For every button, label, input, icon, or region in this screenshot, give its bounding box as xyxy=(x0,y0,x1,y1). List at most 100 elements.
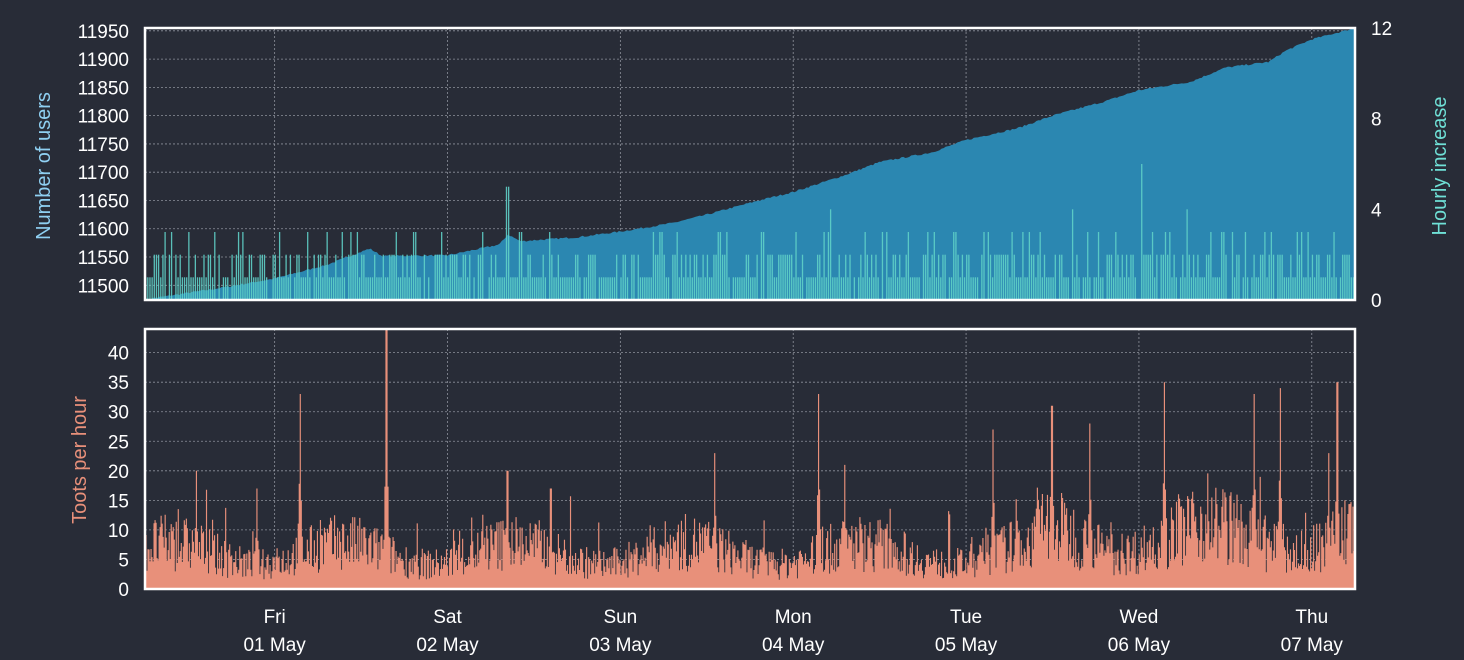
x-tick-day-label: Sun xyxy=(603,607,637,628)
hourly-increase-bar xyxy=(961,254,964,300)
hourly-increase-bar xyxy=(501,277,503,300)
hourly-increase-bar xyxy=(402,254,404,300)
hourly-increase-bar xyxy=(557,254,559,300)
toots-bars xyxy=(144,329,1355,589)
hourly-increase-bar xyxy=(1004,254,1007,300)
toots-y-tick-label: 20 xyxy=(108,462,129,483)
hourly-increase-bar xyxy=(1164,232,1167,300)
hourly-increase-bar xyxy=(255,277,257,300)
hourly-increase-bar xyxy=(1071,209,1074,300)
hourly-increase-bar xyxy=(1015,277,1018,300)
hourly-increase-bar xyxy=(242,232,244,300)
hourly-increase-bar xyxy=(806,277,808,300)
hourly-increase-bar xyxy=(996,254,998,300)
hourly-increase-bar xyxy=(773,277,776,300)
hourly-increase-bar xyxy=(1221,232,1223,300)
hourly-increase-bar xyxy=(687,277,689,300)
hourly-increase-bar xyxy=(227,277,229,300)
hourly-increase-bar xyxy=(607,277,609,300)
hourly-increase-bar xyxy=(838,254,840,300)
hourly-increase-bar xyxy=(652,232,655,300)
x-tick-date-label: 02 May xyxy=(416,635,479,656)
hourly-increase-bar xyxy=(1145,254,1147,300)
hourly-increase-bar xyxy=(981,254,983,300)
hourly-increase-bar xyxy=(1324,277,1327,300)
toots-axis-label: Toots per hour xyxy=(69,396,91,524)
hourly-increase-bar xyxy=(674,254,676,300)
hourly-increase-bar xyxy=(1199,277,1201,300)
hourly-increase-bar xyxy=(1313,277,1316,300)
hourly-increase-bar xyxy=(862,277,864,300)
hourly-increase-bar xyxy=(1113,277,1115,300)
hourly-increase-bar xyxy=(1322,277,1324,300)
hourly-increase-bar xyxy=(1186,209,1188,300)
hourly-increase-bar xyxy=(756,254,758,300)
hourly-increase-bar xyxy=(374,254,376,300)
hourly-increase-bar xyxy=(1058,254,1061,300)
hourly-increase-bar xyxy=(762,232,765,300)
hourly-increase-bar xyxy=(860,254,862,300)
users-y-tick-label: 11650 xyxy=(78,191,129,212)
hourly-increase-bar xyxy=(927,232,929,300)
hourly-increase-bar xyxy=(637,254,639,300)
toots-chart-frame xyxy=(143,327,1357,591)
hourly-increase-bar xyxy=(858,277,860,300)
hourly-increase-bar xyxy=(1052,277,1054,300)
hourly-increase-bar xyxy=(1277,254,1279,300)
hourly-increase-bar xyxy=(533,277,536,300)
hourly-increase-bar xyxy=(1050,277,1052,300)
hourly-increase-bar xyxy=(836,277,838,300)
hourly-increase-bar xyxy=(972,277,974,300)
hourly-increase-bar xyxy=(434,254,436,300)
hourly-increase-bar xyxy=(1225,254,1227,300)
hourly-increase-bar xyxy=(579,277,581,300)
hourly-increase-bar xyxy=(570,277,572,300)
hourly-increase-bar xyxy=(1318,254,1320,300)
hourly-increase-bar xyxy=(700,277,702,300)
x-tick-day-label: Thu xyxy=(1295,607,1328,628)
hourly-increase-bar xyxy=(544,277,547,300)
hourly-increase-bar xyxy=(203,254,205,300)
hourly-y-tick-label: 8 xyxy=(1371,110,1382,131)
hourly-increase-bar xyxy=(492,277,495,300)
users-y-tick-label: 11850 xyxy=(78,78,129,99)
hourly-increase-bar xyxy=(147,277,149,300)
users-y-tick-label: 11750 xyxy=(78,135,129,156)
hourly-increase-bar xyxy=(352,254,354,300)
hourly-increase-bar xyxy=(734,277,737,300)
hourly-increase-bar xyxy=(332,277,335,300)
hourly-increase-bar xyxy=(801,254,804,300)
hourly-increase-bar xyxy=(365,277,367,300)
hourly-increase-bar xyxy=(786,254,789,300)
hourly-increase-bar xyxy=(948,277,951,300)
hourly-increase-bar xyxy=(775,277,778,300)
hourly-increase-bar xyxy=(747,254,750,300)
hourly-increase-bar xyxy=(298,254,300,300)
hourly-increase-bar xyxy=(209,254,212,300)
hourly-increase-bar xyxy=(713,254,715,300)
toots-y-tick-label: 15 xyxy=(108,491,129,512)
hourly-increase-bar xyxy=(408,277,410,300)
hourly-increase-bar xyxy=(246,277,248,300)
hourly-increase-bar xyxy=(940,277,942,300)
hourly-increase-bar xyxy=(780,254,782,300)
hourly-increase-bar xyxy=(1110,254,1113,300)
hourly-increase-bar xyxy=(214,232,216,300)
hourly-increase-bar xyxy=(890,277,892,300)
hourly-increase-bar xyxy=(931,254,933,300)
hourly-increase-bar xyxy=(1026,277,1028,300)
hourly-increase-bar xyxy=(598,277,601,300)
hourly-increase-bar xyxy=(935,277,938,300)
hourly-increase-bar xyxy=(626,277,629,300)
hourly-increase-bar xyxy=(1013,254,1015,300)
hourly-increase-bar xyxy=(590,254,592,300)
hourly-increase-bar xyxy=(296,254,298,300)
hourly-increase-bar xyxy=(1264,232,1266,300)
hourly-increase-bar xyxy=(464,254,467,300)
hourly-increase-bar xyxy=(1195,277,1197,300)
hourly-increase-bar xyxy=(903,277,905,300)
hourly-increase-bar xyxy=(1272,254,1275,300)
hourly-increase-bar xyxy=(168,254,171,300)
hourly-increase-bar xyxy=(237,232,240,300)
hourly-increase-bar xyxy=(633,254,635,300)
